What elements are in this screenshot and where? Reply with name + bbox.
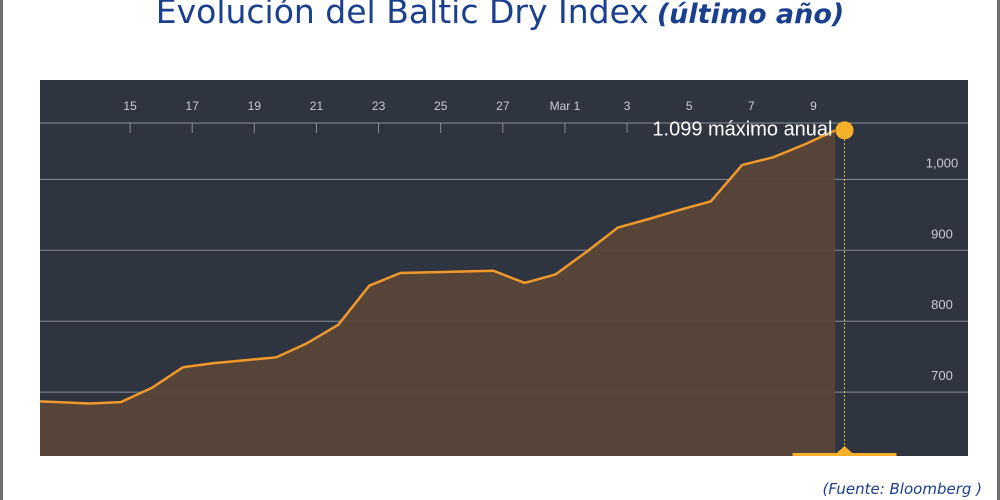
x-tick-label: 17 [186,99,200,113]
x-tick-label: Mar 1 [550,99,581,113]
chart-subtitle: (último año) [656,0,845,30]
chart-title: Evolución del Baltic Dry Index [155,0,649,31]
x-tick-label: 5 [686,99,693,113]
x-tick-label: 27 [496,99,510,113]
chart-area: 15 17 19 21 23 25 27 Mar 1 3 5 7 9 700 800 900 1,000 1.0… [39,80,968,456]
x-tick-label: 23 [372,99,386,113]
source-note: (Fuente: Bloomberg ) [822,480,982,498]
x-tick-label: 9 [810,99,817,113]
range-slider-handle [833,446,856,456]
max-point-marker [835,121,854,140]
y-tick-label: 800 [931,297,953,312]
x-tick-label: 15 [123,99,137,113]
x-tick-label: 7 [748,99,755,113]
y-tick-label: 900 [931,226,953,241]
area-fill [40,130,836,456]
y-tick-label: 700 [931,368,953,383]
chart-title-block: Evolución del Baltic Dry Index (último añ… [0,0,1000,31]
y-tick-label: 1,000 [926,155,959,170]
max-annotation-label: 1.099 máximo anual [652,118,832,140]
frame-left-border [0,0,3,500]
frame-right-border [997,0,1000,500]
x-tick-label: 19 [248,99,262,113]
x-tick-label: 21 [310,99,324,113]
chart-svg: 15 17 19 21 23 25 27 Mar 1 3 5 7 9 700 800 900 1,000 1.0… [39,80,968,456]
x-tick-label: 25 [434,99,448,113]
series-line [39,129,836,405]
x-tick-label: 3 [624,99,631,113]
